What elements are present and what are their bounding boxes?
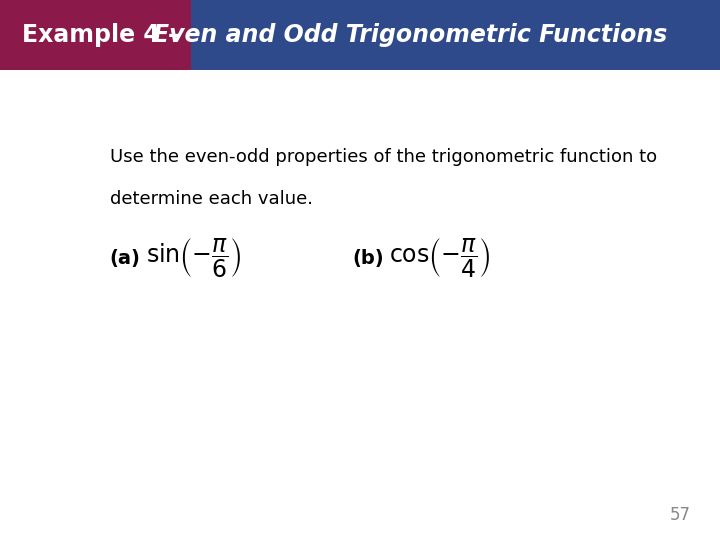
Text: determine each value.: determine each value.: [109, 190, 312, 207]
Text: (a): (a): [109, 248, 140, 268]
Text: (b): (b): [352, 248, 384, 268]
Text: Even and Odd Trigonometric Functions: Even and Odd Trigonometric Functions: [153, 23, 667, 47]
Text: Example 4 –: Example 4 –: [22, 23, 188, 47]
Text: $\sin\!\left(-\dfrac{\pi}{6}\right)$: $\sin\!\left(-\dfrac{\pi}{6}\right)$: [145, 237, 241, 280]
Text: Use the even-odd properties of the trigonometric function to: Use the even-odd properties of the trigo…: [109, 148, 657, 166]
Text: $\cos\!\left(-\dfrac{\pi}{4}\right)$: $\cos\!\left(-\dfrac{\pi}{4}\right)$: [389, 237, 490, 280]
Text: 57: 57: [670, 506, 691, 524]
